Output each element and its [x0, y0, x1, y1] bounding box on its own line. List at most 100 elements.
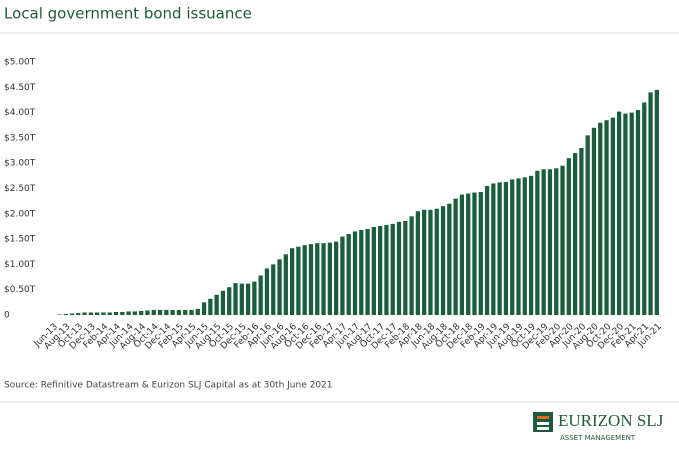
bar: [69, 313, 75, 315]
bar: [384, 224, 389, 315]
bar: [113, 311, 119, 315]
bar: [491, 183, 496, 315]
bar: [365, 228, 370, 315]
bar: [327, 242, 332, 315]
bar: [453, 198, 458, 315]
y-tick-label: $4.50T: [4, 83, 36, 93]
bar: [466, 193, 471, 315]
bar: [440, 206, 446, 315]
bar: [283, 254, 288, 315]
bar: [208, 298, 213, 315]
bar: [277, 259, 282, 315]
bar: [201, 302, 207, 315]
bar: [239, 283, 244, 315]
bar: [189, 309, 194, 315]
bar: [390, 223, 395, 315]
bar: [635, 110, 641, 315]
logo-name: EURIZON SLJ: [558, 411, 664, 430]
bar: [302, 245, 307, 315]
y-tick-label: $2.50T: [4, 184, 36, 194]
bar: [170, 309, 175, 315]
bar: [289, 248, 295, 315]
bar: [648, 92, 653, 315]
bar: [497, 182, 502, 315]
logo-icon: [537, 416, 549, 419]
bar: [472, 192, 477, 315]
bar: [183, 309, 188, 315]
bar: [120, 311, 125, 315]
bar: [522, 177, 527, 315]
bar: [145, 310, 150, 315]
y-tick-label: $4.00T: [4, 108, 36, 118]
bar: [409, 216, 414, 315]
bar: [434, 208, 439, 315]
bar: [604, 120, 609, 315]
bar: [139, 310, 144, 315]
bar: [610, 117, 615, 315]
bar: [271, 264, 276, 315]
y-tick-label: $5.00T: [4, 58, 36, 68]
bar: [101, 312, 106, 315]
bar: [233, 283, 238, 315]
bar: [447, 203, 452, 315]
y-tick-label: $1.00T: [4, 260, 36, 270]
y-tick-label: 0: [4, 311, 10, 321]
bar: [547, 169, 553, 315]
y-tick-label: $0.50T: [4, 285, 36, 295]
bar: [157, 309, 163, 315]
bar: [308, 244, 314, 315]
bar: [396, 221, 402, 315]
bar: [220, 290, 226, 315]
bar: [541, 169, 546, 315]
bar: [252, 281, 257, 315]
bar: [510, 179, 515, 315]
bar: [176, 309, 182, 315]
bar: [63, 313, 68, 315]
bar: [535, 170, 540, 315]
bar: [654, 89, 659, 315]
bar: [264, 268, 270, 315]
bar: [459, 194, 465, 315]
bar: [126, 311, 131, 315]
logo-icon: [537, 427, 549, 430]
bar: [88, 312, 94, 315]
chart-title: Local government bond issuance: [4, 5, 252, 23]
bar: [315, 243, 320, 315]
bar: [403, 220, 408, 315]
logo: EURIZON SLJ ASSET MANAGEMENT: [533, 411, 664, 442]
logo-tagline: ASSET MANAGEMENT: [560, 434, 636, 442]
bar: [554, 168, 559, 315]
bar: [352, 231, 358, 315]
bar: [214, 294, 219, 315]
bar: [572, 153, 578, 315]
bar: [484, 185, 490, 315]
bar: [616, 111, 622, 315]
bar: [107, 312, 112, 315]
bar: [195, 308, 200, 315]
bar: [296, 246, 301, 315]
bar: [516, 178, 521, 315]
y-tick-label: $2.00T: [4, 209, 36, 219]
bar: [560, 165, 565, 315]
bar: [132, 311, 138, 315]
bar: [579, 148, 584, 315]
bar: [164, 309, 169, 315]
bar: [95, 312, 100, 315]
bar: [428, 209, 433, 315]
bar: [321, 243, 326, 315]
bar: [359, 229, 364, 315]
bar: [503, 181, 509, 315]
bar: [333, 241, 339, 315]
bar: [422, 209, 427, 315]
bar: [258, 275, 263, 315]
bar: [151, 309, 156, 315]
bar: [378, 225, 383, 315]
bar: [340, 236, 345, 315]
bar: [591, 127, 597, 315]
bar: [76, 312, 81, 315]
bar: [566, 158, 571, 315]
bar: [478, 192, 483, 315]
bar: [598, 122, 603, 315]
bar: [642, 102, 647, 315]
